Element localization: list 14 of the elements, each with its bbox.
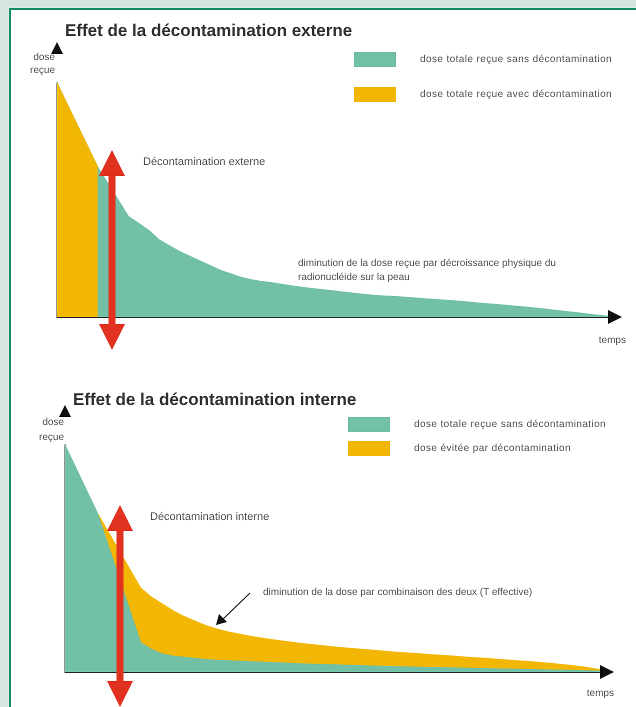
- y-axis-title: dose reçue: [30, 52, 56, 76]
- annotation: diminution de la dose par combinaison des deux (T effective): [263, 587, 532, 598]
- chart-title: Effet de la décontamination interne: [73, 390, 356, 409]
- x-axis-title: temps: [598, 335, 626, 346]
- legend-label: dose totale reçue sans décontamination: [420, 54, 612, 65]
- legend-label: dose totale reçue sans décontamination: [414, 419, 606, 430]
- annotation: Décontamination externe: [143, 156, 266, 168]
- y-axis-title: dose reçue: [38, 417, 64, 443]
- x-axis-title: temps: [586, 688, 614, 699]
- chart-title: Effet de la décontamination externe: [65, 21, 352, 40]
- annotation: Décontamination interne: [150, 511, 270, 523]
- legend-label: dose évitée par décontamination: [414, 443, 571, 454]
- legend-label: dose totale reçue avec décontamination: [420, 89, 612, 100]
- annotation: diminution de la dose reçue par décroissance physique du radionucléide sur la peau: [298, 258, 556, 283]
